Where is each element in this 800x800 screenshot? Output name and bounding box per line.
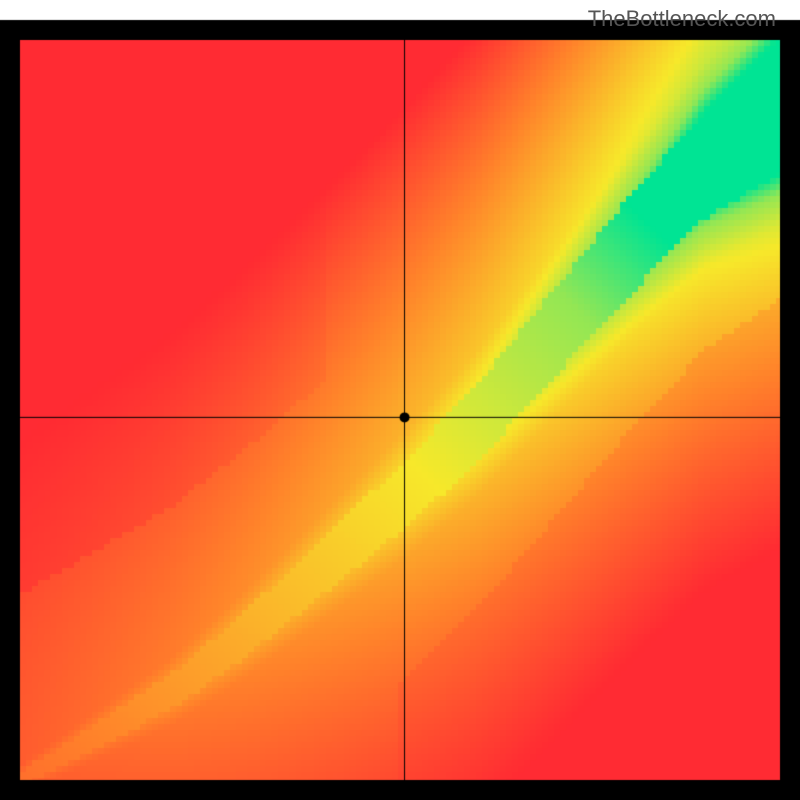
attribution-label: TheBottleneck.com: [588, 6, 776, 32]
chart-container: TheBottleneck.com: [0, 0, 800, 800]
bottleneck-heatmap: [0, 0, 800, 800]
